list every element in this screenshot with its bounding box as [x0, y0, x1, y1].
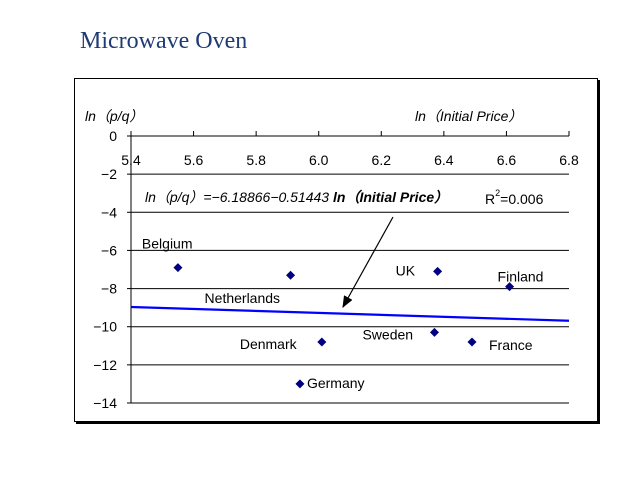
trendline-equation: ln（p/q）=−6.18866−0.51443 ln（Initial Pric… — [145, 189, 448, 205]
y-tick-label: −6 — [101, 242, 117, 258]
y-tick-label: −14 — [93, 395, 117, 411]
annotation-arrow — [342, 216, 394, 309]
r-squared-symbol: R — [485, 191, 495, 207]
x-tick-label: 6.0 — [309, 152, 329, 168]
x-tick-label: 6.8 — [559, 152, 579, 168]
data-point — [433, 266, 443, 276]
equation-variable: ln（Initial Price） — [333, 189, 448, 205]
point-label: UK — [396, 262, 416, 278]
x-tick-label: 5.4 — [121, 152, 141, 168]
point-label: Denmark — [240, 336, 298, 352]
point-label: France — [489, 337, 533, 353]
y-tick-label: 0 — [109, 128, 117, 144]
x-tick-label: 5.8 — [246, 152, 266, 168]
data-point — [317, 337, 327, 347]
data-point — [429, 327, 439, 337]
chart-area: 5.4 5.6 5.8 6.0 6.2 6.4 6.6 6.8 0 −2 −4 −6 −8 −10 −12 −… — [74, 78, 598, 422]
y-tick-label: −12 — [93, 357, 117, 373]
x-tick-label: 6.2 — [372, 152, 392, 168]
point-label: Germany — [307, 375, 365, 391]
x-tick-label: 6.6 — [497, 152, 517, 168]
y-axis-title: ln（p/q） — [85, 108, 143, 124]
point-label: Sweden — [362, 326, 413, 342]
page-title: Microwave Oven — [80, 28, 248, 54]
y-tick-label: −8 — [101, 281, 117, 297]
x-tick-label: 5.6 — [184, 152, 204, 168]
r-squared-value: =0.006 — [500, 191, 543, 207]
trendline — [130, 305, 570, 322]
y-tick-label: −10 — [93, 319, 117, 335]
data-point — [505, 282, 515, 292]
point-label: Finland — [498, 269, 544, 285]
point-label: Belgium — [142, 236, 193, 252]
data-point — [286, 270, 296, 280]
scatter-chart: 5.4 5.6 5.8 6.0 6.2 6.4 6.6 6.8 0 −2 −4 −6 −8 −10 −12 −… — [85, 108, 579, 411]
r-squared: R2=0.006 — [485, 188, 544, 207]
equation-prefix: ln（p/q）=−6.18866−0.51443 — [145, 189, 333, 205]
r-squared-exponent: 2 — [495, 188, 500, 198]
data-point — [295, 379, 305, 389]
data-point — [467, 337, 477, 347]
x-axis-title: ln（Initial Price） — [415, 108, 522, 124]
x-tick-label: 6.4 — [434, 152, 454, 168]
y-tick-label: −2 — [101, 166, 117, 182]
point-label: Netherlands — [205, 290, 280, 306]
y-tick-label: −4 — [101, 204, 117, 220]
data-point — [173, 263, 183, 273]
